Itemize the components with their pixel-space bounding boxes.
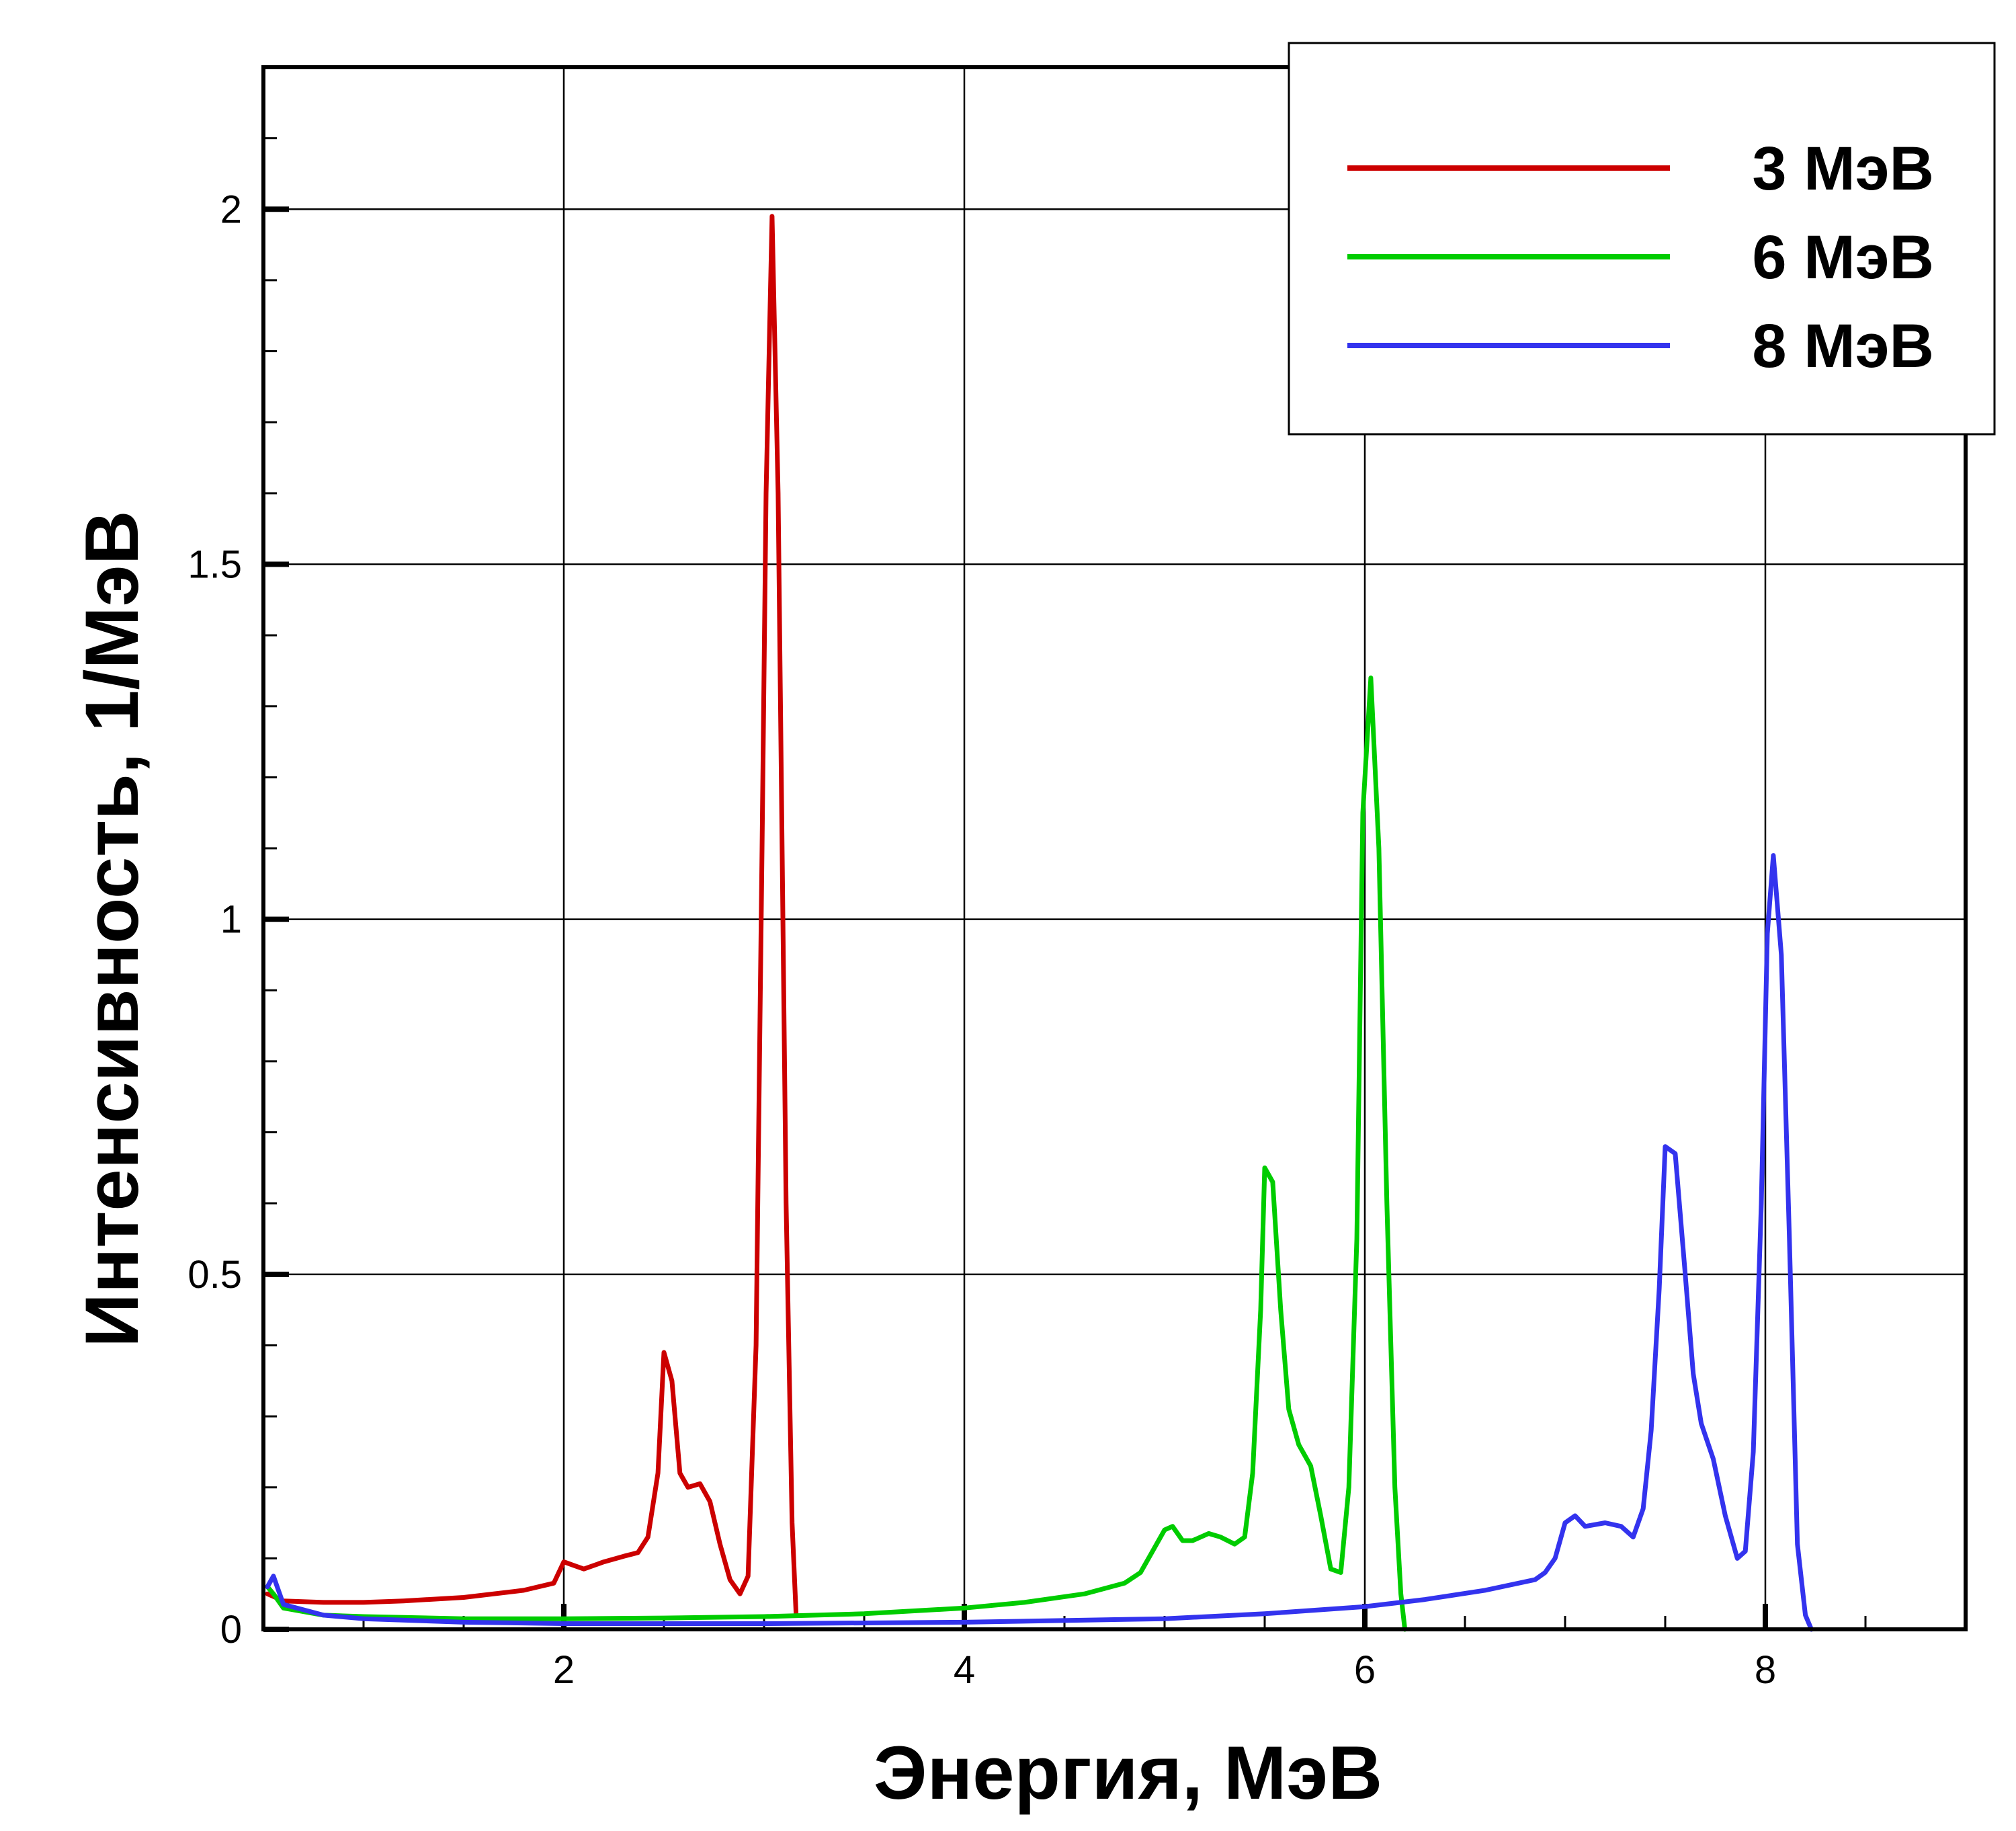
y-axis-title: Интенсивность, 1/МэВ (70, 510, 154, 1347)
y-tick-label: 0.5 (187, 1253, 242, 1297)
x-tick-label: 6 (1354, 1648, 1376, 1692)
legend-label-3: 8 МэВ (1752, 312, 1934, 380)
y-tick-label: 1 (220, 898, 242, 942)
x-tick-label: 8 (1755, 1648, 1776, 1692)
legend: 3 МэВ 6 МэВ 8 МэВ (1288, 42, 1996, 436)
legend-label-1: 3 МэВ (1752, 134, 1934, 203)
legend-box (1288, 42, 1996, 436)
series-line-3 (265, 853, 1814, 1632)
y-tick-label: 1.5 (187, 542, 242, 586)
x-tick-label: 2 (553, 1648, 575, 1692)
plot-frame (261, 65, 1968, 1631)
y-tick-label: 2 (220, 188, 242, 231)
x-tick-label: 4 (954, 1648, 975, 1692)
x-tick-labels: 2 4 6 8 (553, 1648, 1776, 1692)
x-axis-title: Энергия, МэВ (874, 1731, 1382, 1815)
series-layer (265, 214, 1814, 1632)
y-tick-label: 0 (220, 1608, 242, 1652)
series-line-1 (265, 214, 799, 1618)
legend-label-2: 6 МэВ (1752, 223, 1934, 292)
series-line-2 (265, 676, 1408, 1632)
y-tick-labels: 0 0.5 1 1.5 2 (187, 188, 242, 1652)
